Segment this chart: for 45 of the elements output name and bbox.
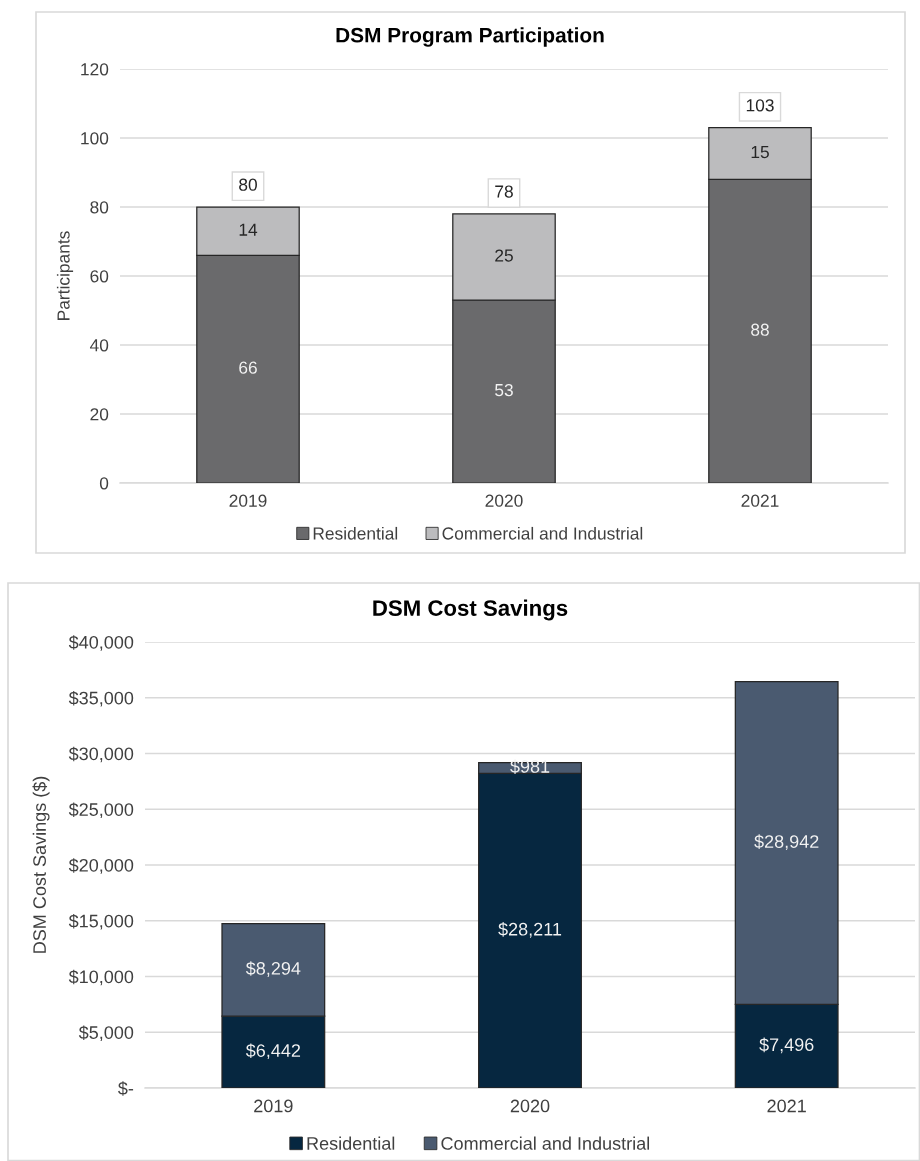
y-tick-label: $15,000 xyxy=(68,913,134,930)
y-tick-label: 100 xyxy=(81,132,109,145)
y-tick-label: 60 xyxy=(90,270,109,283)
y-tick-label: 40 xyxy=(89,339,109,352)
data-label: $28,211 xyxy=(498,922,562,938)
legend-label: Residential xyxy=(307,1136,395,1150)
y-axis-title: Participants xyxy=(56,231,74,320)
total-label: 80 xyxy=(239,178,257,191)
x-tick-label: 2021 xyxy=(741,494,779,507)
y-tick-label: $35,000 xyxy=(68,690,134,707)
y-tick-label: $40,000 xyxy=(68,635,134,651)
x-tick-label: 2019 xyxy=(229,494,267,507)
y-tick-label: $- xyxy=(118,1081,134,1096)
data-label: 66 xyxy=(239,361,257,374)
y-tick-label: 120 xyxy=(81,63,109,76)
data-label: $6,442 xyxy=(245,1043,301,1060)
total-label: 78 xyxy=(495,185,513,198)
data-label: 88 xyxy=(751,323,769,336)
x-tick-label: 2021 xyxy=(767,1099,806,1113)
y-tick-label: 0 xyxy=(99,477,109,490)
y-tick-label: 20 xyxy=(90,408,109,421)
x-tick-label: 2019 xyxy=(254,1099,293,1113)
legend-label: Residential xyxy=(313,526,398,540)
total-label: 103 xyxy=(746,99,774,112)
data-label: 53 xyxy=(495,383,513,397)
y-axis-title: DSM Cost Savings ($) xyxy=(32,776,50,953)
chart-title: DSM Cost Savings xyxy=(373,599,568,621)
legend-label: Commercial and Industrial xyxy=(442,526,643,540)
data-label: $28,942 xyxy=(754,834,819,851)
y-tick-label: $25,000 xyxy=(68,802,134,819)
x-tick-label: 2020 xyxy=(485,494,523,507)
data-label: 25 xyxy=(495,249,513,262)
data-label: $7,496 xyxy=(759,1037,814,1054)
y-tick-label: $10,000 xyxy=(68,969,134,986)
chart-title: DSM Program Participation xyxy=(336,27,604,47)
data-label: $8,294 xyxy=(245,961,301,977)
data-label: 14 xyxy=(239,223,258,236)
x-tick-label: 2020 xyxy=(510,1099,550,1113)
y-tick-label: $20,000 xyxy=(68,858,134,874)
y-tick-label: $30,000 xyxy=(68,746,134,763)
y-tick-label: $5,000 xyxy=(78,1025,134,1042)
data-label: 15 xyxy=(751,146,769,159)
data-label: $981 xyxy=(510,759,550,774)
legend-label: Commercial and Industrial xyxy=(441,1136,650,1150)
y-tick-label: 80 xyxy=(90,201,109,214)
